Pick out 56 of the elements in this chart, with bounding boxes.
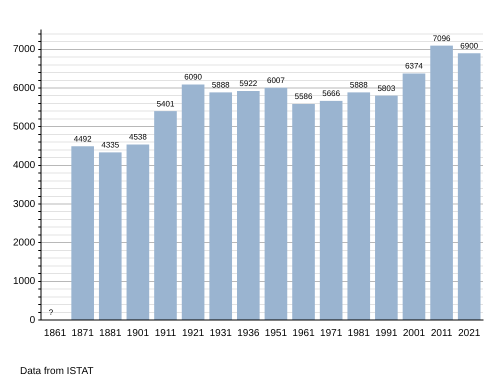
x-tick-label: 1931 xyxy=(210,328,232,339)
x-tick-label: 1981 xyxy=(348,328,370,339)
bar xyxy=(71,146,94,320)
data-label: 6900 xyxy=(460,41,479,50)
data-label: 5401 xyxy=(156,99,175,108)
bar xyxy=(292,104,315,320)
y-tick-label: 5000 xyxy=(12,121,36,132)
data-label: 4538 xyxy=(128,132,148,142)
data-label: 6007 xyxy=(267,76,286,85)
bar xyxy=(375,96,398,320)
x-tick-label: 1901 xyxy=(126,328,150,339)
y-tick-label: 7000 xyxy=(12,44,36,56)
y-tick-label: 3000 xyxy=(12,198,36,210)
data-label: 4492 xyxy=(74,134,92,144)
y-tick-label: 4000 xyxy=(12,160,36,172)
y-tick-label: 1000 xyxy=(12,276,36,288)
bar xyxy=(154,111,177,320)
data-label: 6090 xyxy=(184,72,203,82)
text: ? xyxy=(48,308,54,318)
bar xyxy=(126,144,150,320)
x-tick-label: 1936 xyxy=(237,328,260,339)
y-tick-label: 0 xyxy=(30,314,36,326)
data-label: 4335 xyxy=(101,140,120,150)
bar xyxy=(182,84,204,320)
y-tick-label: 2000 xyxy=(12,237,36,248)
data-label: 5803 xyxy=(377,84,396,93)
bar xyxy=(458,53,481,320)
x-tick-label: 1971 xyxy=(320,328,343,339)
data-label: 5888 xyxy=(350,80,368,90)
bar xyxy=(402,74,426,320)
data-label: 6374 xyxy=(405,62,424,71)
y-tick-label: 6000 xyxy=(12,82,36,94)
x-tick-label: 1991 xyxy=(375,328,398,339)
x-tick-label: 1951 xyxy=(264,328,288,339)
data-label: 5922 xyxy=(239,79,258,88)
bar xyxy=(347,92,370,320)
data-label: 5666 xyxy=(322,89,341,98)
text: Data from ISTAT xyxy=(20,366,94,377)
data-label: 5888 xyxy=(212,80,230,90)
bar xyxy=(430,46,453,320)
x-tick-label: 1861 xyxy=(44,328,67,339)
x-tick-label: 1871 xyxy=(72,328,94,339)
x-tick-label: 1961 xyxy=(292,328,316,339)
bar xyxy=(264,88,288,320)
x-tick-label: 1911 xyxy=(154,328,177,339)
x-tick-label: 2021 xyxy=(458,328,481,339)
x-tick-label: 2011 xyxy=(430,328,453,339)
bar xyxy=(320,100,342,320)
bar xyxy=(237,91,260,320)
x-tick-label: 2001 xyxy=(402,328,426,339)
bar xyxy=(98,152,122,320)
bar xyxy=(209,92,232,320)
x-tick-label: 1921 xyxy=(182,328,205,339)
data-label: 7096 xyxy=(432,34,452,43)
data-label: 5586 xyxy=(294,92,313,102)
x-tick-label: 1881 xyxy=(99,328,122,339)
